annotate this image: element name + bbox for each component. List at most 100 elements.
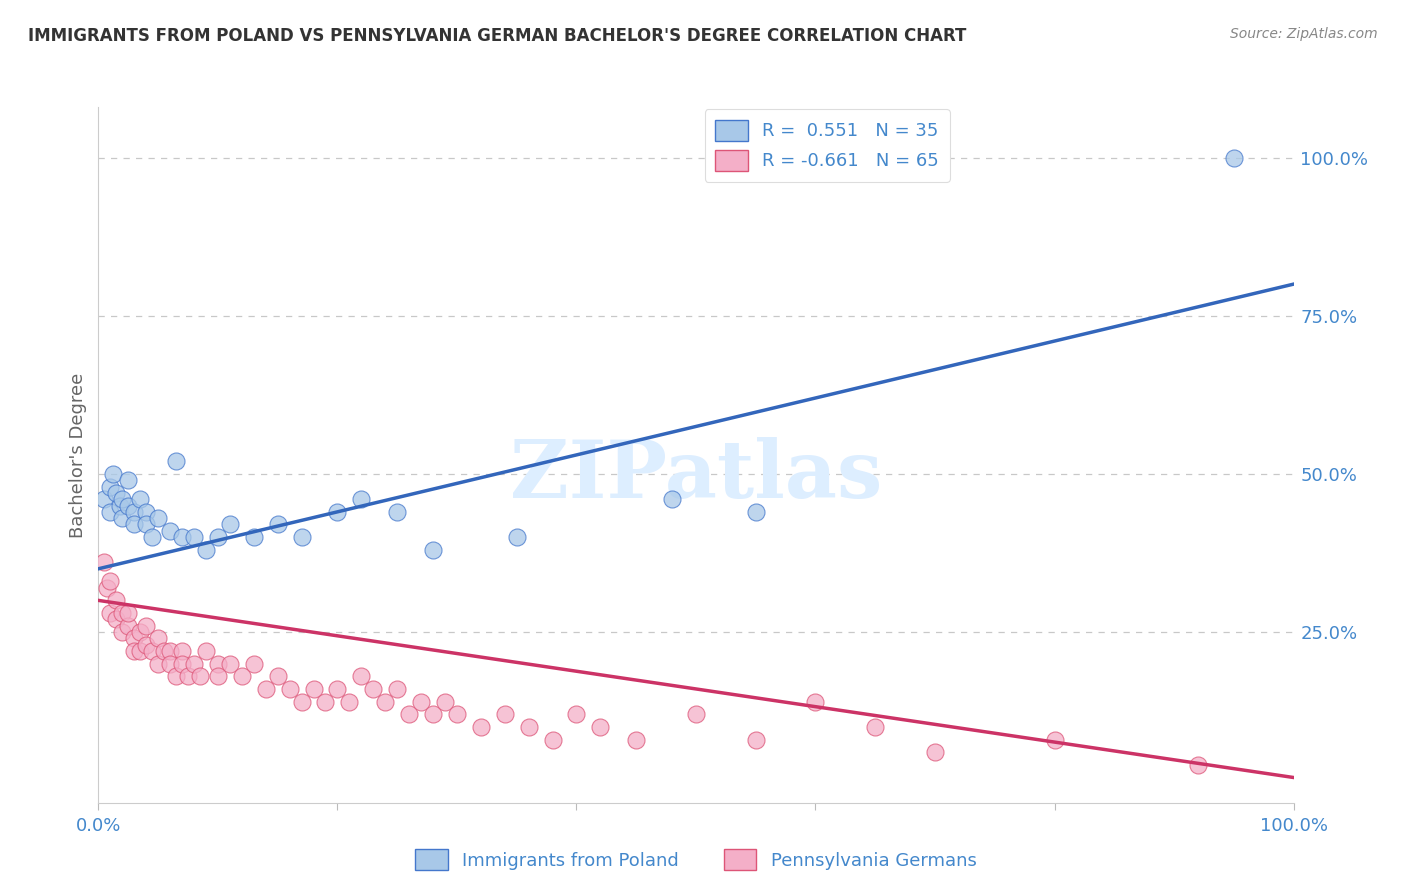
Point bbox=[661, 492, 683, 507]
Point bbox=[172, 530, 194, 544]
Y-axis label: Bachelor's Degree: Bachelor's Degree bbox=[69, 372, 87, 538]
Point bbox=[117, 499, 139, 513]
Point bbox=[1043, 732, 1066, 747]
Text: Source: ZipAtlas.com: Source: ZipAtlas.com bbox=[1230, 27, 1378, 41]
Point bbox=[135, 517, 157, 532]
Point bbox=[135, 505, 157, 519]
Point bbox=[148, 511, 170, 525]
Point bbox=[398, 707, 420, 722]
Point bbox=[422, 707, 444, 722]
Point bbox=[153, 644, 176, 658]
Point bbox=[470, 720, 492, 734]
Point bbox=[374, 695, 396, 709]
Point bbox=[219, 517, 242, 532]
Point bbox=[111, 606, 134, 620]
Point bbox=[93, 556, 115, 570]
Point bbox=[745, 505, 768, 519]
Point bbox=[506, 530, 529, 544]
Point bbox=[243, 657, 266, 671]
Point bbox=[291, 695, 314, 709]
Point bbox=[339, 695, 360, 709]
Point bbox=[541, 732, 564, 747]
Point bbox=[243, 530, 266, 544]
Point bbox=[105, 612, 128, 626]
Point bbox=[219, 657, 242, 671]
Point bbox=[129, 644, 152, 658]
Point bbox=[124, 644, 146, 658]
Point bbox=[117, 606, 139, 620]
Point bbox=[98, 574, 122, 589]
Text: IMMIGRANTS FROM POLAND VS PENNSYLVANIA GERMAN BACHELOR'S DEGREE CORRELATION CHAR: IMMIGRANTS FROM POLAND VS PENNSYLVANIA G… bbox=[28, 27, 966, 45]
Point bbox=[385, 681, 409, 696]
Point bbox=[183, 530, 205, 544]
Point bbox=[93, 492, 115, 507]
Point bbox=[350, 669, 373, 683]
Point bbox=[494, 707, 516, 722]
Point bbox=[302, 681, 325, 696]
Point bbox=[385, 505, 409, 519]
Point bbox=[98, 505, 122, 519]
Point bbox=[117, 618, 139, 632]
Point bbox=[111, 625, 134, 640]
Point bbox=[315, 695, 337, 709]
Point bbox=[172, 657, 194, 671]
Point bbox=[129, 492, 152, 507]
Point bbox=[159, 644, 181, 658]
Point bbox=[172, 644, 194, 658]
Point bbox=[124, 632, 146, 646]
Point bbox=[804, 695, 827, 709]
Point bbox=[326, 505, 349, 519]
Point bbox=[188, 669, 211, 683]
Point bbox=[124, 505, 146, 519]
Point bbox=[278, 681, 301, 696]
Point bbox=[148, 657, 170, 671]
Point bbox=[517, 720, 540, 734]
Point bbox=[177, 669, 200, 683]
Point bbox=[98, 606, 122, 620]
Point bbox=[589, 720, 612, 734]
Point bbox=[129, 625, 152, 640]
Point bbox=[117, 473, 139, 487]
Point bbox=[141, 530, 163, 544]
Point bbox=[148, 632, 170, 646]
Point bbox=[159, 657, 181, 671]
Point bbox=[141, 644, 163, 658]
Point bbox=[108, 499, 131, 513]
Point bbox=[685, 707, 707, 722]
Point bbox=[745, 732, 768, 747]
Point bbox=[194, 644, 218, 658]
Point bbox=[111, 511, 134, 525]
Point bbox=[350, 492, 373, 507]
Point bbox=[105, 486, 128, 500]
Point bbox=[101, 467, 124, 481]
Point bbox=[183, 657, 205, 671]
Point bbox=[267, 669, 290, 683]
Point bbox=[1187, 757, 1209, 772]
Point bbox=[267, 517, 290, 532]
Point bbox=[1222, 151, 1246, 165]
Point bbox=[135, 618, 157, 632]
Point bbox=[165, 454, 187, 468]
Point bbox=[433, 695, 456, 709]
Point bbox=[159, 524, 181, 538]
Point bbox=[98, 479, 122, 493]
Point bbox=[446, 707, 468, 722]
Point bbox=[207, 657, 229, 671]
Point bbox=[135, 638, 157, 652]
Point bbox=[254, 681, 277, 696]
Text: ZIPatlas: ZIPatlas bbox=[510, 437, 882, 515]
Point bbox=[924, 745, 946, 759]
Point bbox=[411, 695, 433, 709]
Point bbox=[863, 720, 887, 734]
Point bbox=[626, 732, 648, 747]
Point bbox=[96, 581, 118, 595]
Point bbox=[326, 681, 349, 696]
Legend: Immigrants from Poland, Pennsylvania Germans: Immigrants from Poland, Pennsylvania Ger… bbox=[408, 842, 984, 877]
Point bbox=[207, 530, 229, 544]
Point bbox=[422, 542, 444, 557]
Point bbox=[231, 669, 253, 683]
Point bbox=[165, 669, 187, 683]
Point bbox=[194, 542, 218, 557]
Point bbox=[105, 593, 128, 607]
Point bbox=[291, 530, 314, 544]
